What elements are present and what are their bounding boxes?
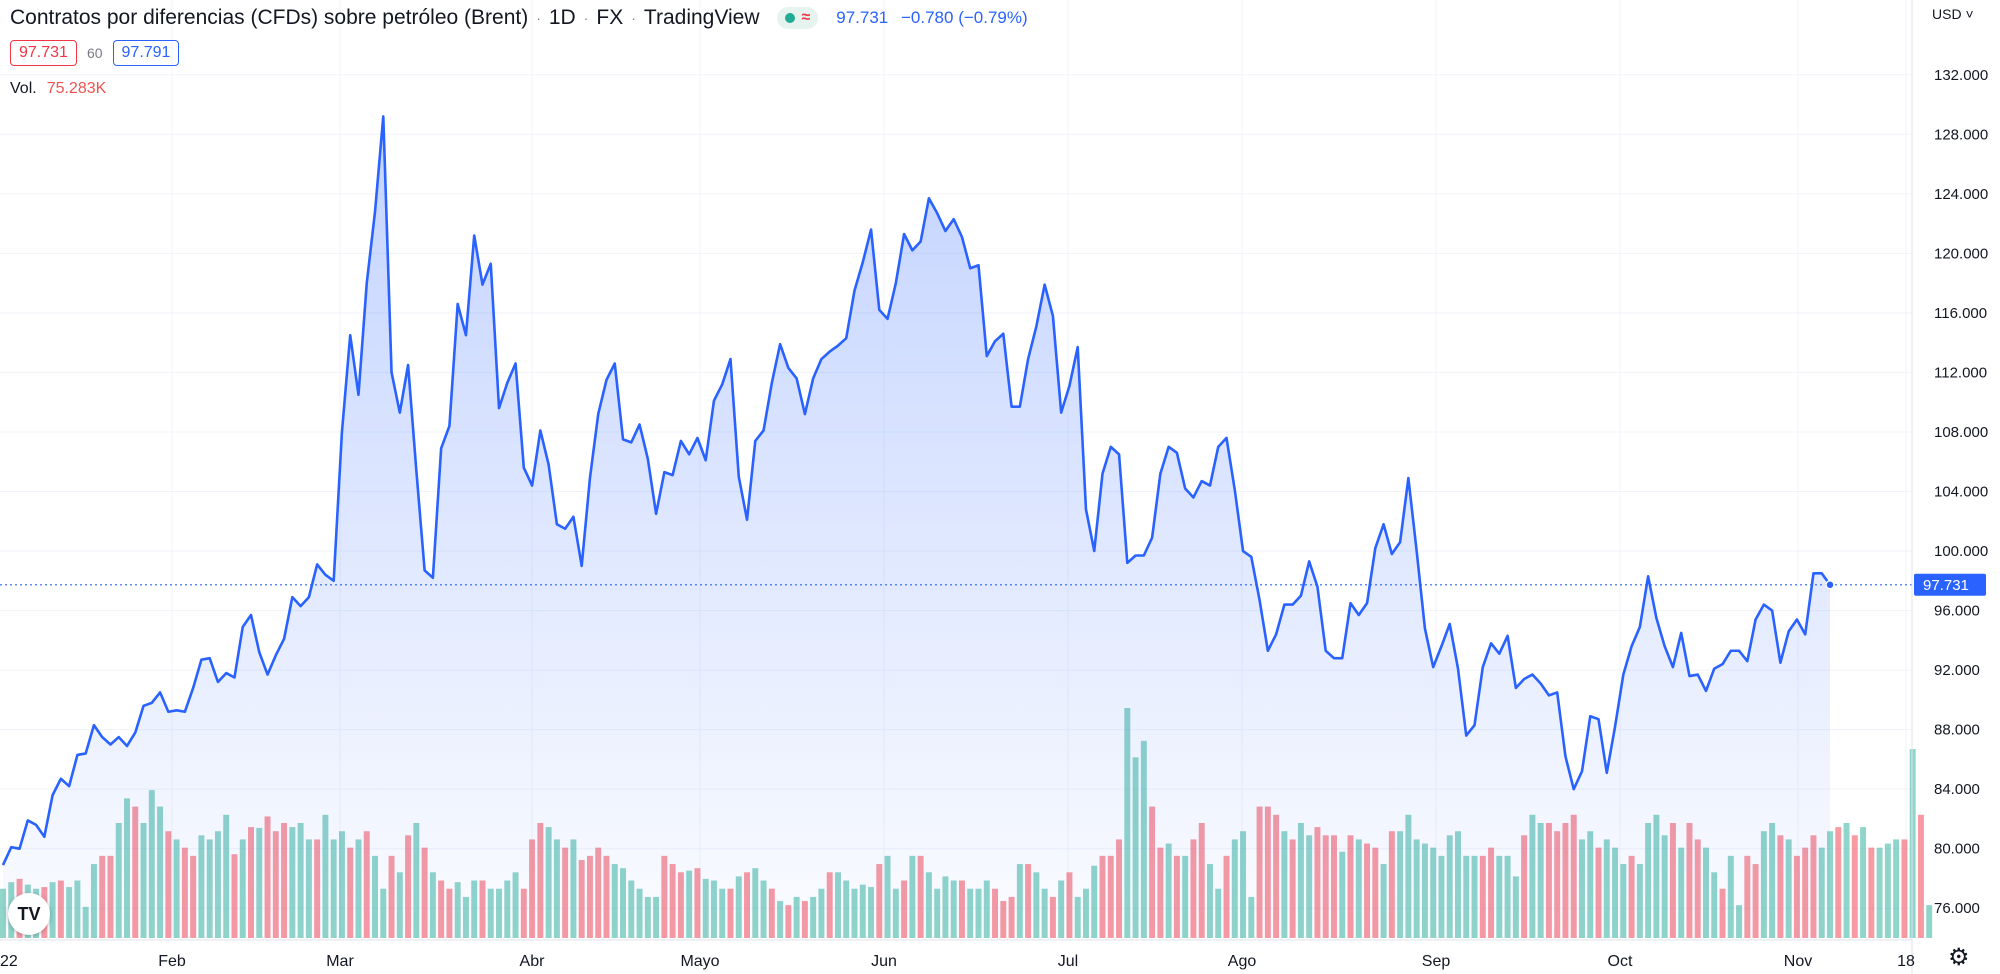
volume-bar xyxy=(1860,827,1867,938)
symbol-name[interactable]: Contratos por diferencias (CFDs) sobre p… xyxy=(10,6,529,29)
market-open-dot-icon xyxy=(785,13,796,23)
y-tick-label: 112.000 xyxy=(1934,364,1987,381)
spread-value: 60 xyxy=(86,45,103,61)
volume-bar xyxy=(1884,843,1891,938)
y-tick-label: 124.000 xyxy=(1934,186,1988,203)
bid-button[interactable]: 97.731 xyxy=(10,40,77,66)
volume-bar xyxy=(1909,749,1916,938)
gear-icon[interactable]: ⚙ xyxy=(1948,944,1970,971)
market-status-badge[interactable]: ≈ xyxy=(777,7,819,29)
y-tick-label: 92.000 xyxy=(1934,662,1980,679)
x-tick-label: Abr xyxy=(520,953,546,970)
volume-bar xyxy=(1926,905,1933,938)
wave-icon: ≈ xyxy=(801,9,811,26)
y-tick-label: 128.000 xyxy=(1934,126,1988,143)
volume-bar xyxy=(1835,827,1842,938)
ask-button[interactable]: 97.791 xyxy=(112,40,180,66)
x-tick-label: Feb xyxy=(158,953,186,970)
x-tick-label: Oct xyxy=(1608,953,1633,970)
last-price-dot xyxy=(1825,580,1835,590)
price-change: −0.780 (−0.79%) xyxy=(901,8,1028,27)
y-tick-label: 96.000 xyxy=(1934,603,1980,620)
symbol-legend[interactable]: Contratos por diferencias (CFDs) sobre p… xyxy=(10,4,1028,32)
tradingview-logo-icon[interactable]: TV xyxy=(8,893,50,935)
x-tick-label: Mar xyxy=(326,953,354,970)
legend-separator: · xyxy=(536,10,541,26)
y-tick-label: 116.000 xyxy=(1934,305,1987,322)
volume-bar xyxy=(1917,814,1924,938)
chevron-down-icon: ˅ xyxy=(1961,6,1974,22)
volume-bar xyxy=(1876,847,1883,938)
exchange-label: FX xyxy=(596,6,624,29)
volume-bar xyxy=(1901,839,1908,938)
last-price: 97.731 xyxy=(836,8,889,27)
y-tick-label: 104.000 xyxy=(1934,484,1988,501)
x-tick-label: 18 xyxy=(1897,953,1915,970)
time-axis[interactable]: 22 Feb Mar Abr Mayo Jun Jul Ago Sep Oct Nov 18 xyxy=(0,939,1915,970)
volume-bar xyxy=(1893,839,1900,938)
y-tick-label: 88.000 xyxy=(1934,722,1980,739)
y-tick-label: 84.000 xyxy=(1934,781,1980,798)
x-tick-label: Jul xyxy=(1058,953,1078,970)
price-line[interactable] xyxy=(1,115,1832,866)
y-tick-label: 108.000 xyxy=(1934,424,1988,441)
current-price-tag: 97.731 xyxy=(1914,573,1986,596)
legend-separator: · xyxy=(583,10,589,26)
y-tick-label: 80.000 xyxy=(1934,841,1980,858)
y-tick-label: 100.000 xyxy=(1934,543,1988,560)
y-tick-label: 76.000 xyxy=(1934,900,1980,917)
current-price-label: 97.731 xyxy=(1923,577,1969,594)
volume-bar xyxy=(1843,823,1850,938)
volume-bar xyxy=(1868,847,1875,938)
last-values: 97.731 −0.780 (−0.79%) xyxy=(836,8,1027,28)
volume-label: Vol. xyxy=(10,80,37,97)
x-tick-label: Jun xyxy=(871,953,897,970)
volume-legend[interactable]: Vol. 75.283K xyxy=(10,80,106,98)
interval-label[interactable]: 1D xyxy=(548,6,576,29)
x-tick-label: Nov xyxy=(1784,953,1812,970)
legend-separator: · xyxy=(631,10,636,26)
price-area-fill xyxy=(3,116,1830,938)
y-tick-label: 132.000 xyxy=(1934,67,1988,84)
y-tick-label: 120.000 xyxy=(1934,245,1988,262)
currency-selector[interactable]: USD ˅ xyxy=(1932,6,1974,22)
x-tick-label: Mayo xyxy=(680,953,719,970)
quote-row: 97.731 60 97.791 xyxy=(10,40,180,66)
volume-value: 75.283K xyxy=(46,80,107,97)
source-label: TradingView xyxy=(643,6,760,29)
x-tick-label: 22 xyxy=(0,953,18,970)
volume-bar xyxy=(1851,835,1858,938)
x-tick-label: Ago xyxy=(1228,953,1257,970)
currency-label: USD xyxy=(1932,6,1962,22)
x-tick-label: Sep xyxy=(1422,953,1451,970)
price-axis[interactable]: 76.000 80.000 84.000 88.000 92.000 96.000 100.… xyxy=(1911,0,1988,974)
